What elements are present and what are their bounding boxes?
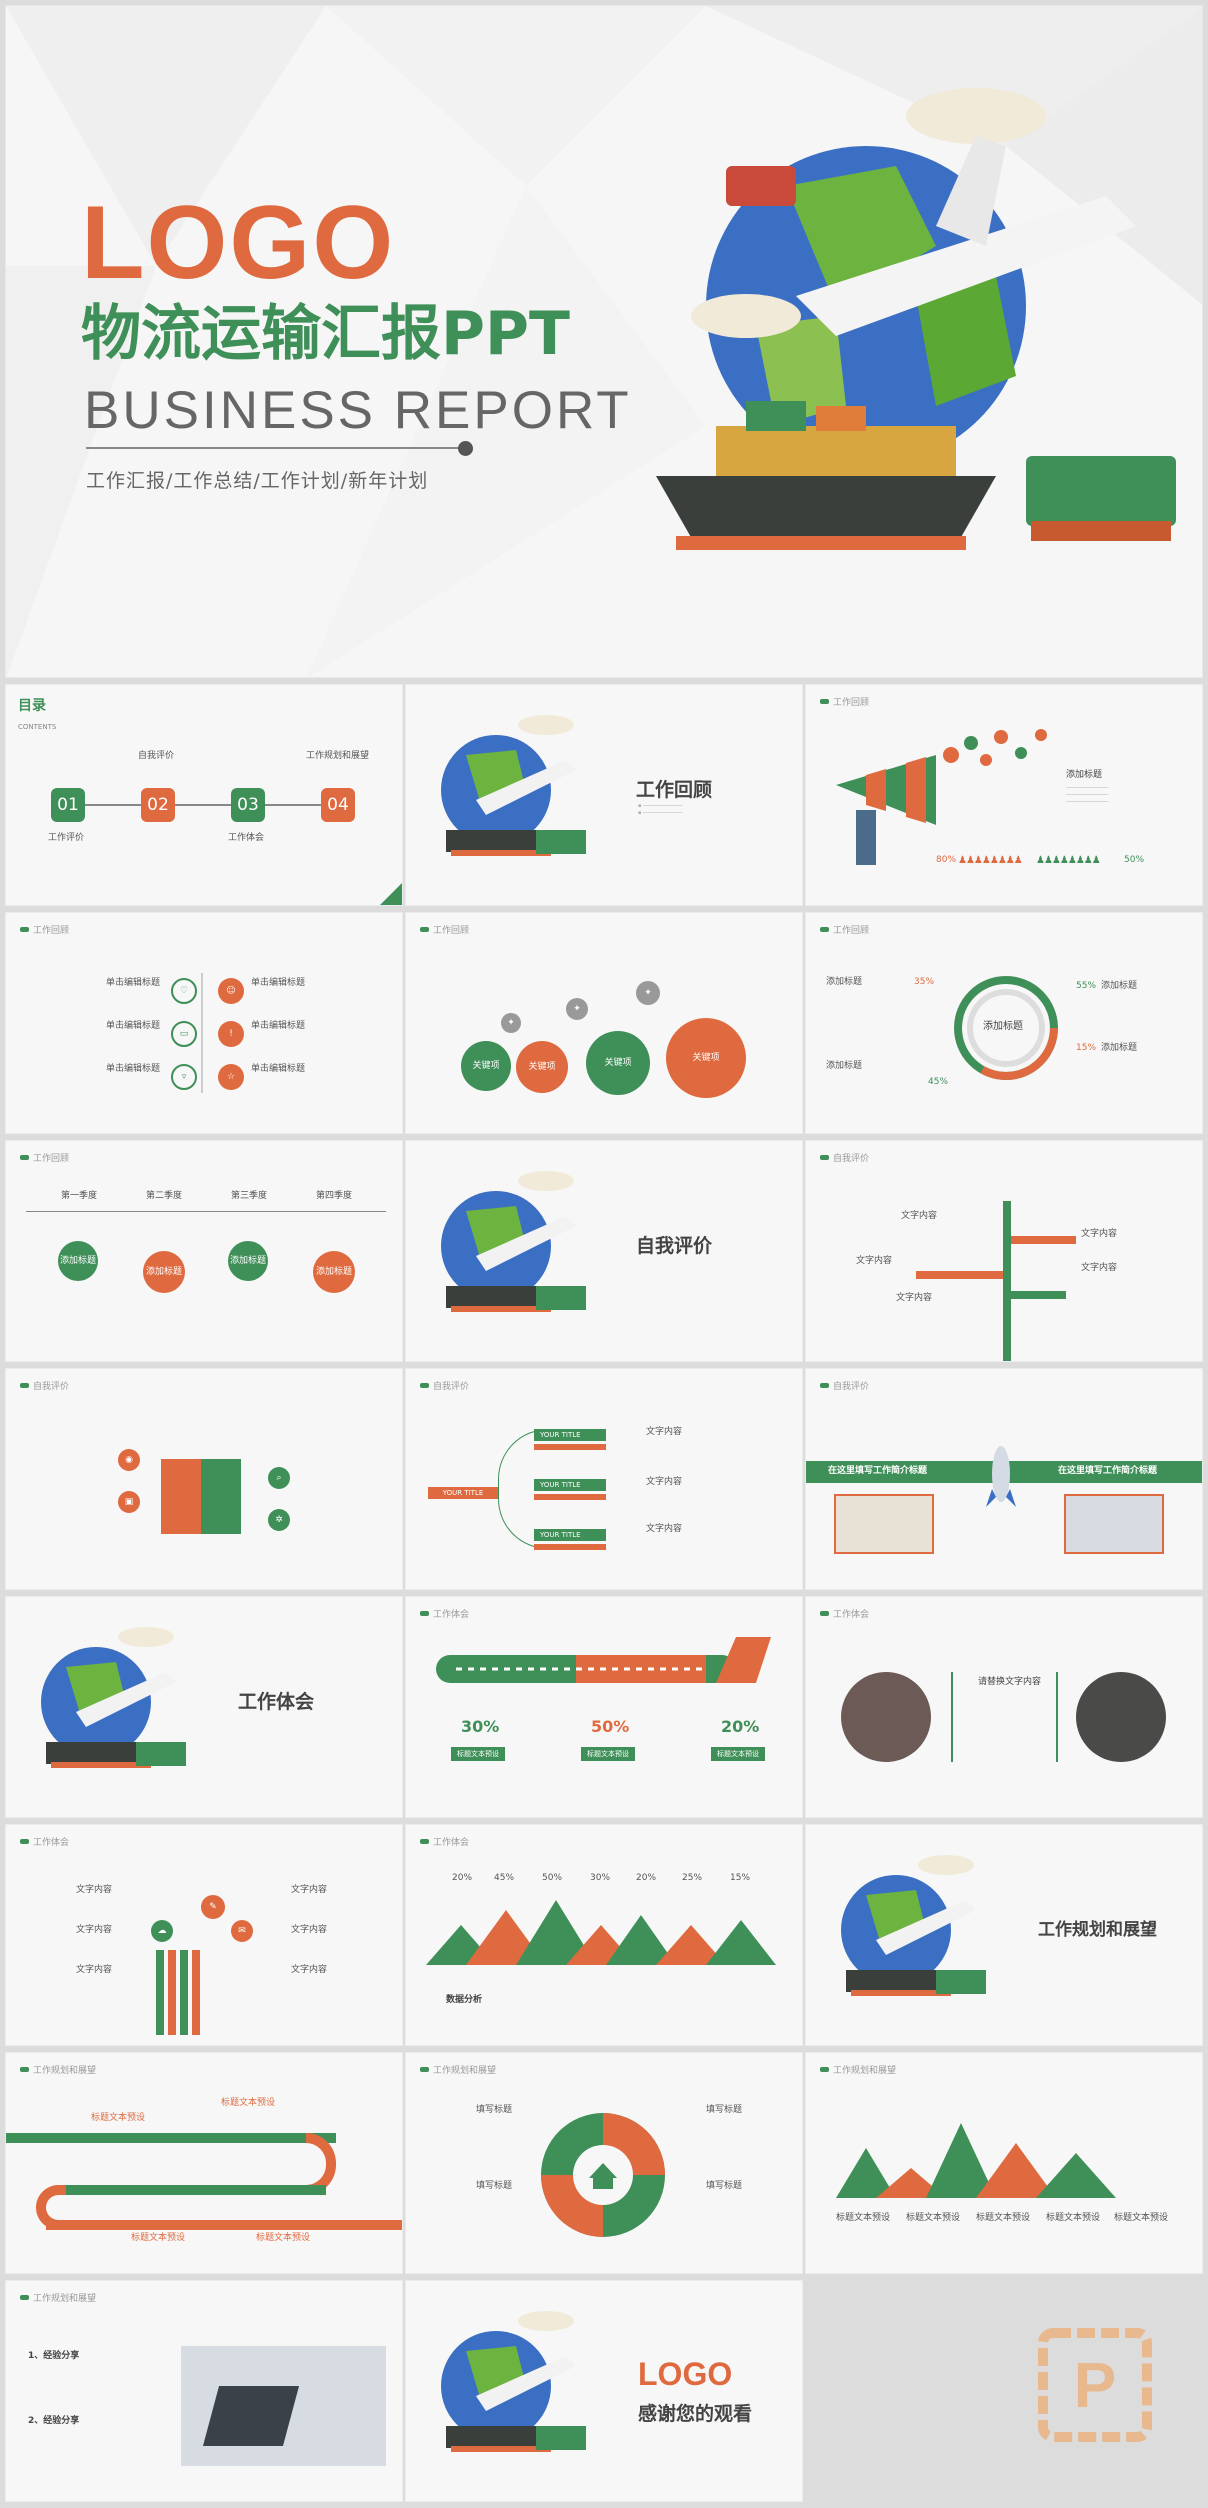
- cloud-icon: ☁: [151, 1920, 173, 1942]
- wrench-icon: ✎: [201, 1895, 225, 1919]
- toc-label-4: 工作规划和展望: [306, 751, 370, 761]
- logistics-illustration: [656, 88, 1176, 550]
- section-title-1: 工作回顾: [636, 779, 713, 801]
- facet-background: [6, 6, 1202, 677]
- toc-num-02[interactable]: 02: [141, 788, 175, 822]
- slide-section-2: 自我评价: [405, 1140, 803, 1362]
- runner-icon: ✦: [501, 1013, 521, 1033]
- toc-label-2: 自我评价: [138, 751, 175, 761]
- slide-19: 工作规划和展望 标题文本预设 标题文本预设 标题文本预设 标题文本预设: [5, 2052, 403, 2274]
- bag-icon: ▿: [171, 1064, 197, 1090]
- final-logo: LOGO: [638, 2356, 733, 2392]
- megaphone-icon: [836, 729, 1047, 865]
- gear-icon: ✲: [268, 1509, 290, 1531]
- cover-logo: LOGO: [81, 185, 396, 301]
- slide3-label: 添加标题: [1066, 770, 1103, 780]
- star-icon: ☆: [218, 1064, 244, 1090]
- toc-label-3: 工作体会: [228, 833, 265, 843]
- final-thanks: 感谢您的观看: [638, 2403, 753, 2425]
- cover-subtitle: BUSINESS REPORT: [84, 381, 632, 440]
- peak-chart: [836, 2123, 1116, 2198]
- toc-heading-en: CONTENTS: [18, 723, 57, 731]
- toc-num-04[interactable]: 04: [321, 788, 355, 822]
- section-title-4: 工作规划和展望: [1038, 1920, 1157, 1940]
- cover-divider: [86, 447, 466, 449]
- slide-21: 工作规划和展望 标题文本预设 标题文本预设 标题文本预设 标题文本预设 标题文本…: [805, 2052, 1203, 2274]
- search-icon: ⌕: [268, 1467, 290, 1489]
- slide-4: 工作回顾 ♡ ▭ ▿ ☺ ! ☆ 单击编辑标题 单击编辑标题 单击编辑标题 单击…: [5, 912, 403, 1134]
- slide-16: 工作体会 ☁ ✎ ✉ 文字内容 文字内容 文字内容 文字内容 文字内容 文字内容: [5, 1824, 403, 2046]
- slide-9: 自我评价 文字内容 文字内容 文字内容 文字内容 文字内容: [805, 1140, 1203, 1362]
- cover-title: 物流运输汇报PPT: [81, 299, 570, 369]
- alert-icon: !: [218, 1021, 244, 1047]
- slide-5: 工作回顾 关键项 关键项 关键项 关键项 ✦ ✦ ✦: [405, 912, 803, 1134]
- svg-text:P: P: [1074, 2349, 1117, 2421]
- runner-icon: ✦: [636, 981, 660, 1005]
- ring-chart: [954, 976, 1058, 1080]
- globe-illustration: [441, 715, 586, 856]
- section-title-2: 自我评价: [636, 1235, 713, 1257]
- slide-final: LOGO 感谢您的观看: [405, 2280, 803, 2502]
- slide-11: 自我评价 YOUR TITLE YOUR TITLE YOUR TITLE YO…: [405, 1368, 803, 1590]
- monitor-icon: ▭: [171, 1021, 197, 1047]
- slide-20: 工作规划和展望 填写标题 填写标题 填写标题 填写标题: [405, 2052, 803, 2274]
- slide-section-1: 工作回顾 ▪ ───────────── ▪ ─────────────: [405, 684, 803, 906]
- toc-label-1: 工作评价: [48, 833, 85, 843]
- section-title-3: 工作体会: [238, 1691, 315, 1713]
- slide-12: 自我评价 在这里填写工作简介标题 在这里填写工作简介标题: [805, 1368, 1203, 1590]
- runner-icon: ✦: [566, 998, 588, 1020]
- cover-tags: 工作汇报/工作总结/工作计划/新年计划: [86, 470, 429, 492]
- cover-divider-dot: [458, 441, 473, 456]
- rocket-icon: [986, 1446, 1016, 1507]
- eye-icon: ◉: [118, 1449, 140, 1471]
- slide-10: 自我评价 ◉ ▣ ⌕ ✲: [5, 1368, 403, 1590]
- slide-section-4: 工作规划和展望: [805, 1824, 1203, 2046]
- mountain-chart: [426, 1900, 776, 1965]
- slide3-left-pct: 80%: [936, 855, 957, 865]
- toc-num-03[interactable]: 03: [231, 788, 265, 822]
- gear-chart: [541, 2113, 665, 2237]
- toc-num-01[interactable]: 01: [51, 788, 85, 822]
- person-icon: ☺: [218, 978, 244, 1004]
- cover-slide: LOGO 物流运输汇报PPT BUSINESS REPORT 工作汇报/工作总结…: [5, 5, 1203, 678]
- chat-icon: ✉: [231, 1920, 253, 1942]
- toc-heading: 目录: [18, 698, 46, 714]
- lock-icon: ▣: [118, 1491, 140, 1513]
- watermark-logo: P: [1038, 2328, 1152, 2442]
- slide-7: 工作回顾 第一季度 第二季度 第三季度 第四季度 添加标题 添加标题 添加标题 …: [5, 1140, 403, 1362]
- slide-15: 工作体会 请替换文字内容: [805, 1596, 1203, 1818]
- heart-icon: ♡: [171, 978, 197, 1004]
- airplane-icon: [436, 1637, 771, 1683]
- slide-3: 工作回顾 添加标题 ────────────── ────────────── ──…: [805, 684, 1203, 906]
- slide-toc: 目录 CONTENTS 01 02 03 04 工作评价 自我评价 工作体会 工…: [5, 684, 403, 906]
- slide3-right-pct: 50%: [1124, 855, 1145, 865]
- slide-17: 工作体会 20% 45% 50% 30% 20% 25% 15% 数据分析: [405, 1824, 803, 2046]
- slide-section-3: 工作体会: [5, 1596, 403, 1818]
- slide-22: 工作规划和展望 1、经验分享 2、经验分享: [5, 2280, 403, 2502]
- slide-6: 工作回顾 添加标题 添加标题 添加标题 添加标题 添加标题 35% 55% 15…: [805, 912, 1203, 1134]
- slide-header: 工作回顾: [833, 698, 870, 708]
- slide-14: 工作体会 30% 50% 20% 标题文本预设 标题文本预设 标题文本预设: [405, 1596, 803, 1818]
